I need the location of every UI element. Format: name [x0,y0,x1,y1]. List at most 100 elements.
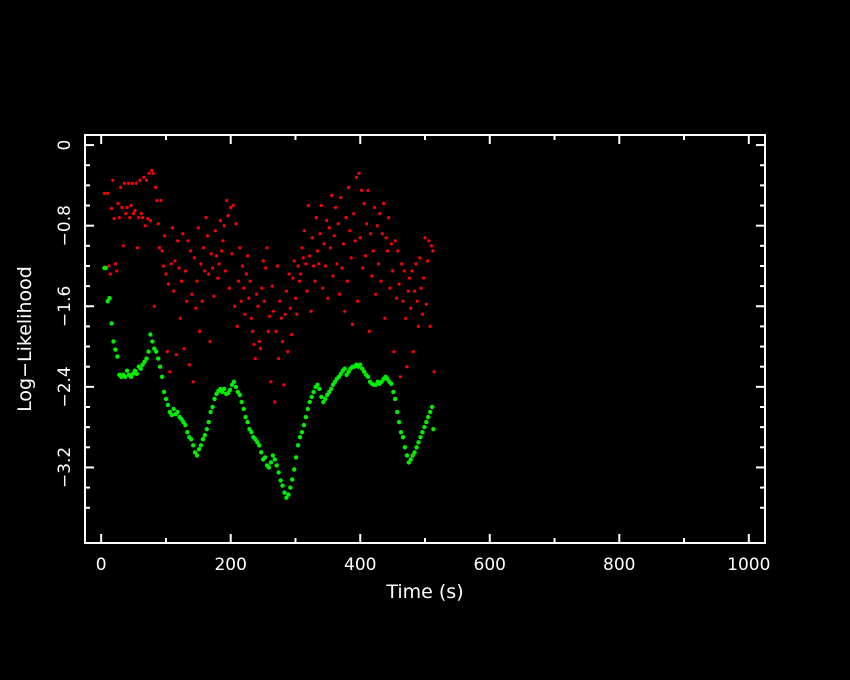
data-point [293,296,298,300]
data-point [202,433,207,438]
data-point [182,347,186,351]
data-point [330,193,334,197]
data-point [157,364,163,369]
data-point [424,419,429,425]
ticks-layer: 0 200 400 600 800 1000 0 −0.8 −1.6 −2.4 −3.2 [55,135,770,575]
data-point [292,259,296,263]
data-point [257,443,262,448]
data-point [347,185,351,189]
data-point [171,406,176,412]
data-point [189,437,194,442]
x-tick-label: 800 [603,555,635,575]
data-point [301,422,307,428]
data-point [151,171,155,175]
data-point [159,198,163,203]
data-point [426,259,430,263]
data-point [405,365,409,369]
data-point [134,371,139,376]
data-point [106,191,110,195]
data-point [150,339,155,344]
x-tick-label: 200 [214,555,246,575]
x-tick-label: 600 [474,555,506,575]
data-point [323,264,327,268]
data-point [432,370,436,374]
data-point [212,396,217,402]
data-point [411,350,415,354]
data-point [238,246,242,250]
data-point [124,212,128,216]
data-point [313,279,317,283]
data-point [248,279,252,283]
data-point [109,321,114,326]
data-point [269,380,273,384]
data-point [415,299,419,303]
data-point [295,443,301,448]
data-point [416,324,421,328]
data-point [159,374,165,379]
data-point [358,236,362,240]
data-point [400,262,404,266]
data-point [110,206,114,211]
data-point [222,224,226,228]
data-point [242,286,246,290]
data-point [243,312,247,316]
data-point [192,256,196,260]
data-point [208,409,213,415]
data-point [413,289,417,293]
data-point [120,205,124,210]
data-point [404,453,410,458]
data-point [116,201,120,206]
data-point [165,402,171,408]
data-point [146,217,150,221]
data-point [183,422,188,428]
data-point [327,226,331,230]
data-point [160,249,164,253]
data-point [213,229,217,233]
data-point [342,366,347,371]
data-point [125,205,129,210]
data-point [427,239,431,243]
data-point [353,239,357,243]
data-point [146,349,151,354]
data-point [286,350,290,354]
data-point [371,249,375,253]
data-point [177,266,181,270]
data-point [249,430,254,435]
data-point [206,419,211,425]
data-point [317,262,321,266]
data-point [163,234,167,238]
data-point [163,396,169,402]
data-point [311,389,316,395]
data-point [279,316,283,320]
data-point [336,222,340,226]
data-point [150,168,154,172]
data-point [323,396,328,402]
data-point [288,306,292,310]
data-point [243,414,248,420]
data-point [112,217,116,221]
data-point [257,339,261,344]
data-point [357,171,361,175]
data-point [420,312,424,316]
data-point [185,299,189,303]
data-point [198,443,204,448]
data-point [282,383,286,387]
data-point [115,269,119,273]
data-point [423,236,427,240]
data-point [265,246,269,250]
data-point [220,249,224,253]
data-point [290,477,295,482]
data-point [161,264,165,268]
data-point [218,219,222,223]
data-point [168,370,172,374]
data-point [203,269,207,273]
data-point [359,188,364,192]
data-point [164,272,168,276]
data-point [227,286,231,290]
data-point [271,309,276,313]
data-point [391,269,395,273]
series-2 [102,168,436,404]
series-1 [102,265,436,500]
data-point [339,195,343,200]
data-point [111,339,116,344]
